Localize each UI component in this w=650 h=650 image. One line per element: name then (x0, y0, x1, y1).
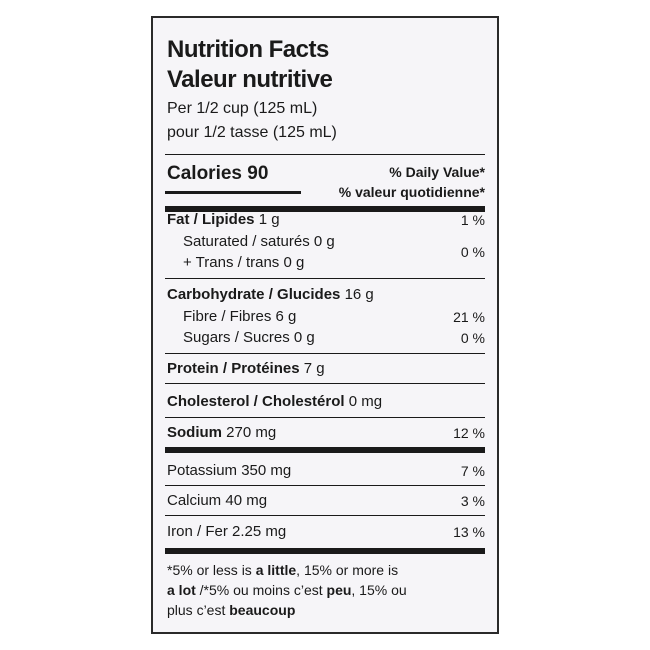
calories-underline (165, 191, 301, 194)
fat-percent: 1 % (460, 212, 485, 228)
fat-label-en: Fat (167, 211, 190, 228)
divider (165, 353, 485, 354)
sugars-amount: 0 g (293, 329, 315, 346)
daily-value-french: % valeur quotidienne* (338, 184, 485, 200)
carbohydrate-row: Carbohydrate / Glucides 16 g (167, 286, 374, 303)
calories-value: 90 (247, 163, 269, 184)
saturated-amount: 0 g (313, 233, 335, 250)
potassium-row: Potassium 350 mg (167, 462, 291, 479)
protein-label-fr: Protéines (231, 360, 300, 377)
calcium-label: Calcium (167, 492, 222, 509)
serving-size-english: Per 1/2 cup (125 mL) (167, 100, 318, 117)
sodium-amount: 270 mg (226, 424, 277, 441)
fat-amount: 1 g (258, 211, 280, 228)
iron-label: Iron / Fer (167, 523, 228, 540)
trans-amount: 0 g (283, 254, 305, 271)
thick-divider (165, 447, 485, 453)
nutrition-facts-table: Nutrition Facts Valeur nutritive Per 1/2… (151, 16, 499, 634)
iron-percent: 13 % (453, 524, 485, 540)
footnote-text: *5% or less is (167, 562, 256, 578)
fat-label-fr: Lipides (202, 211, 255, 228)
footnote-line-3: plus c’est beaucoup (167, 600, 407, 620)
protein-label-en: Protein (167, 360, 219, 377)
carb-sep: / (264, 286, 278, 303)
protein-row: Protein / Protéines 7 g (167, 360, 325, 377)
divider (165, 278, 485, 279)
sodium-row: Sodium 270 mg (167, 424, 276, 441)
fat-row: Fat / Lipides 1 g (167, 211, 280, 228)
potassium-percent: 7 % (460, 463, 485, 479)
footnote: *5% or less is a little, 15% or more is … (167, 560, 407, 620)
saturated-row: Saturated / saturés 0 g (183, 233, 335, 250)
iron-row: Iron / Fer 2.25 mg (167, 523, 286, 540)
fat-sep: / (189, 211, 203, 228)
protein-amount: 7 g (303, 360, 325, 377)
footnote-text: plus c’est (167, 602, 230, 618)
footnote-text: /*5% ou moins c’est (195, 582, 327, 598)
sugars-label: Sugars / Sucres (183, 329, 290, 346)
calcium-percent: 3 % (460, 493, 485, 509)
divider (165, 485, 485, 486)
carb-amount: 16 g (344, 286, 374, 303)
fibre-row: Fibre / Fibres 6 g (183, 308, 296, 325)
protein-sep: / (218, 360, 232, 377)
footnote-bold: a lot (167, 582, 196, 598)
divider (165, 154, 485, 155)
cholesterol-label-en: Cholesterol (167, 393, 250, 410)
sodium-label: Sodium (167, 424, 222, 441)
sodium-percent: 12 % (453, 425, 485, 441)
potassium-label: Potassium (167, 462, 238, 479)
thick-divider (165, 548, 485, 554)
carb-label-fr: Glucides (277, 286, 341, 303)
cholesterol-row: Cholesterol / Cholestérol 0 mg (167, 393, 382, 410)
divider (165, 515, 485, 516)
divider (165, 383, 485, 384)
cholesterol-sep: / (249, 393, 263, 410)
fibre-amount: 6 g (275, 308, 297, 325)
footnote-line-2: a lot /*5% ou moins c’est peu, 15% ou (167, 580, 407, 600)
daily-value-english: % Daily Value* (389, 164, 485, 180)
footnote-bold: peu (326, 582, 352, 598)
title-english: Nutrition Facts (167, 36, 329, 63)
saturated-trans-percent: 0 % (460, 244, 485, 260)
sugars-percent: 0 % (460, 330, 485, 346)
footnote-bold: beaucoup (229, 602, 296, 618)
footnote-line-1: *5% or less is a little, 15% or more is (167, 560, 407, 580)
cholesterol-label-fr: Cholestérol (262, 393, 345, 410)
calories-row: Calories 90 (167, 163, 268, 185)
serving-size-french: pour 1/2 tasse (125 mL) (167, 124, 337, 141)
trans-row: + Trans / trans 0 g (183, 254, 304, 271)
cholesterol-amount: 0 mg (348, 393, 383, 410)
calcium-row: Calcium 40 mg (167, 492, 267, 509)
title-french: Valeur nutritive (167, 66, 333, 93)
iron-amount: 2.25 mg (232, 523, 287, 540)
calories-label: Calories (167, 163, 242, 184)
thick-divider (165, 206, 485, 212)
trans-label: + Trans / trans (183, 254, 280, 271)
fibre-label: Fibre / Fibres (183, 308, 272, 325)
sugars-row: Sugars / Sucres 0 g (183, 329, 315, 346)
saturated-label: Saturated / saturés (183, 233, 310, 250)
footnote-bold: a little (255, 562, 297, 578)
footnote-text: , 15% or more is (296, 562, 399, 578)
calcium-amount: 40 mg (225, 492, 268, 509)
carb-label-en: Carbohydrate (167, 286, 265, 303)
fibre-percent: 21 % (453, 309, 485, 325)
footnote-text: , 15% ou (351, 582, 407, 598)
divider (165, 417, 485, 418)
potassium-amount: 350 mg (241, 462, 292, 479)
